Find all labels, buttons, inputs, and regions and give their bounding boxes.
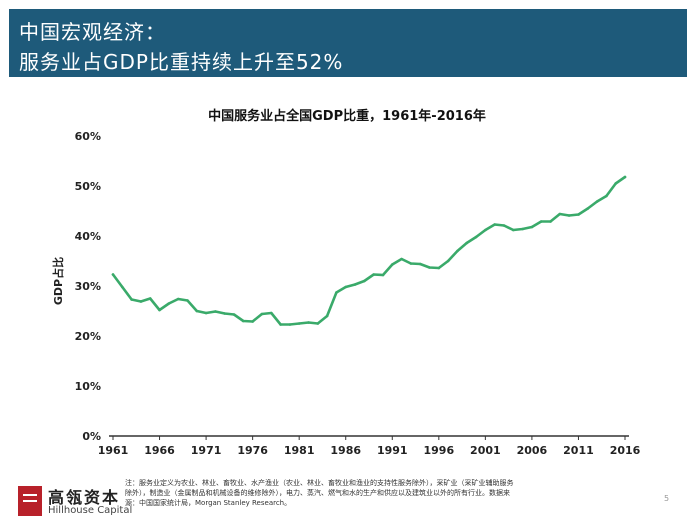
x-tick-label: 2016 <box>610 444 641 457</box>
data-point <box>446 259 450 263</box>
data-point <box>167 302 171 305</box>
data-point <box>279 323 282 326</box>
x-tick-label: 1976 <box>237 444 268 457</box>
data-point <box>567 214 571 217</box>
data-point <box>148 297 152 300</box>
y-tick-label: 20% <box>75 330 101 343</box>
data-point <box>121 285 124 289</box>
data-point <box>363 279 366 283</box>
data-point <box>176 297 180 301</box>
data-point <box>288 323 292 326</box>
data-point <box>409 262 413 265</box>
x-tick-label: 1996 <box>424 444 455 457</box>
data-point <box>270 311 273 315</box>
footnote-line: 除外），制造业（金属制品和机械设备的维修除外），电力、蒸汽、燃气和水的生产和供应… <box>125 489 510 497</box>
data-point <box>297 322 301 325</box>
data-point <box>521 227 524 231</box>
x-tick-label: 1981 <box>284 444 315 457</box>
x-tick-label: 1961 <box>98 444 129 457</box>
data-point <box>307 321 310 324</box>
footnote-line: 注：服务业定义为农业、林业、畜牧业、水产渔业（农业、林业、畜牧业和渔业的支持性服… <box>125 479 514 487</box>
data-point <box>605 194 608 198</box>
data-point <box>214 310 217 313</box>
y-tick-label: 0% <box>82 430 101 443</box>
header-banner: 中国宏观经济： 服务业占GDP比重持续上升至52% <box>9 9 687 77</box>
data-point <box>549 220 552 223</box>
data-point <box>558 212 562 216</box>
data-point <box>204 311 208 315</box>
data-point <box>539 220 543 223</box>
data-point <box>344 285 348 289</box>
data-point <box>372 273 376 276</box>
logo-name-cn: 高瓴资本 <box>48 488 121 507</box>
data-point <box>316 322 320 325</box>
y-axis-label: GDP占比 <box>51 257 65 305</box>
data-point <box>381 273 385 277</box>
y-tick-label: 40% <box>75 230 101 243</box>
footnote-line: 源：中国国家统计局，Morgan Stanley Research。 <box>125 499 292 507</box>
data-point <box>530 225 534 229</box>
data-point <box>502 224 506 227</box>
x-tick-label: 2001 <box>470 444 501 457</box>
y-tick-label: 60% <box>75 130 101 143</box>
logo-mark-icon <box>18 486 42 516</box>
hillhouse-logo: 高瓴资本 Hillhouse Capital <box>18 484 168 520</box>
logo-name-en: Hillhouse Capital <box>48 505 133 516</box>
data-point <box>158 308 161 312</box>
data-point <box>400 257 403 261</box>
data-point <box>465 241 469 245</box>
data-point <box>493 223 497 226</box>
data-point <box>260 312 264 316</box>
data-point <box>577 213 580 216</box>
page-number: 5 <box>664 494 670 503</box>
data-point <box>111 273 115 276</box>
footnote: 注：服务业定义为农业、林业、畜牧业、水产渔业（农业、林业、畜牧业和渔业的支持性服… <box>125 478 595 508</box>
data-point <box>418 262 422 266</box>
data-point <box>512 228 515 232</box>
data-point <box>130 298 133 301</box>
x-tick-label: 2011 <box>563 444 594 457</box>
x-tick-label: 1971 <box>191 444 222 457</box>
data-point <box>195 309 199 313</box>
data-point <box>353 283 357 286</box>
data-point <box>614 182 617 185</box>
chart-title: 中国服务业占全国GDP比重，1961年-2016年 <box>208 109 486 124</box>
data-point <box>595 200 599 203</box>
data-point <box>474 235 478 239</box>
header-title-line1: 中国宏观经济： <box>19 20 166 44</box>
data-point <box>391 263 394 266</box>
data-point <box>186 299 189 302</box>
data-point <box>484 228 487 232</box>
data-point <box>232 313 236 316</box>
data-point <box>325 314 329 318</box>
data-point <box>139 300 143 303</box>
y-tick-label: 50% <box>75 180 101 193</box>
data-point <box>586 207 590 210</box>
y-tick-label: 10% <box>75 380 101 393</box>
x-tick-label: 1991 <box>377 444 408 457</box>
y-tick-label: 30% <box>75 280 101 293</box>
data-point <box>335 291 338 294</box>
data-point <box>456 249 459 253</box>
data-point <box>242 319 245 323</box>
x-tick-label: 2006 <box>517 444 548 457</box>
data-point <box>428 266 431 269</box>
series-line <box>111 175 627 326</box>
data-point <box>223 312 226 315</box>
data-point <box>623 175 627 179</box>
header-title-line2: 服务业占GDP比重持续上升至52% <box>19 50 344 74</box>
data-point <box>251 320 254 323</box>
x-tick-label: 1966 <box>144 444 175 457</box>
x-tick-label: 1986 <box>330 444 361 457</box>
data-point <box>437 266 441 270</box>
